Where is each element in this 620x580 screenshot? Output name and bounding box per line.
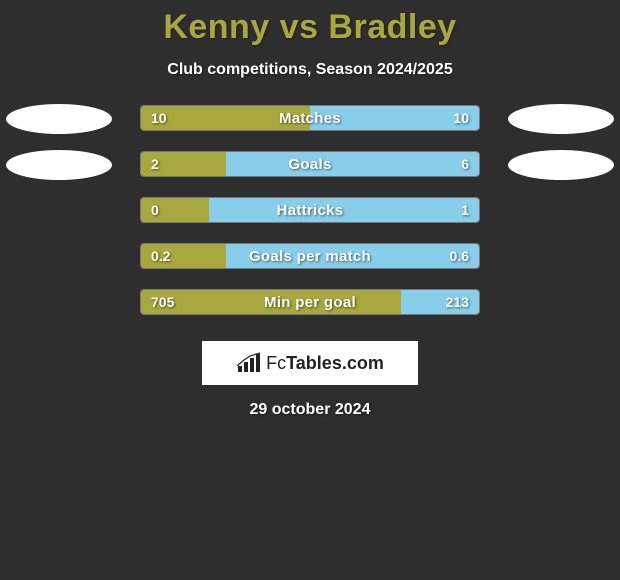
bar-track: Min per goal705 213 [140, 289, 480, 315]
bar-label: Goals per match [141, 244, 479, 268]
bar-track: Goals per match0.2 0.6 [140, 243, 480, 269]
bar-track: Matches10 10 [140, 105, 480, 131]
bar-label: Matches [141, 106, 479, 130]
val-right: 213 [446, 290, 469, 314]
date: 29 october 2024 [0, 401, 620, 419]
avatar-left [6, 150, 112, 180]
avatar-right [508, 150, 614, 180]
logo-text: FcTables.com [266, 353, 384, 374]
stat-row: Goals per match0.2 0.6 [0, 239, 620, 285]
val-right: 1 [461, 198, 469, 222]
stat-row: Goals2 6 [0, 147, 620, 193]
val-left: 0.2 [151, 244, 170, 268]
stat-row: Min per goal705 213 [0, 285, 620, 331]
val-right: 10 [453, 106, 469, 130]
page-title: Kenny vs Bradley [0, 0, 620, 47]
barchart-icon [236, 352, 262, 374]
stats-container: Matches10 10 Goals2 6 Hattricks0 1 Goals per m… [0, 101, 620, 331]
bar-track: Goals2 6 [140, 151, 480, 177]
bar-label: Min per goal [141, 290, 479, 314]
bar-label: Goals [141, 152, 479, 176]
avatar-left [6, 104, 112, 134]
subtitle: Club competitions, Season 2024/2025 [0, 61, 620, 79]
bar-track: Hattricks0 1 [140, 197, 480, 223]
avatar-right [508, 104, 614, 134]
stat-row: Matches10 10 [0, 101, 620, 147]
val-left: 2 [151, 152, 159, 176]
val-left: 705 [151, 290, 174, 314]
val-right: 0.6 [450, 244, 469, 268]
logo-box: FcTables.com [202, 341, 418, 385]
val-left: 0 [151, 198, 159, 222]
stat-row: Hattricks0 1 [0, 193, 620, 239]
val-right: 6 [461, 152, 469, 176]
bar-label: Hattricks [141, 198, 479, 222]
val-left: 10 [151, 106, 167, 130]
